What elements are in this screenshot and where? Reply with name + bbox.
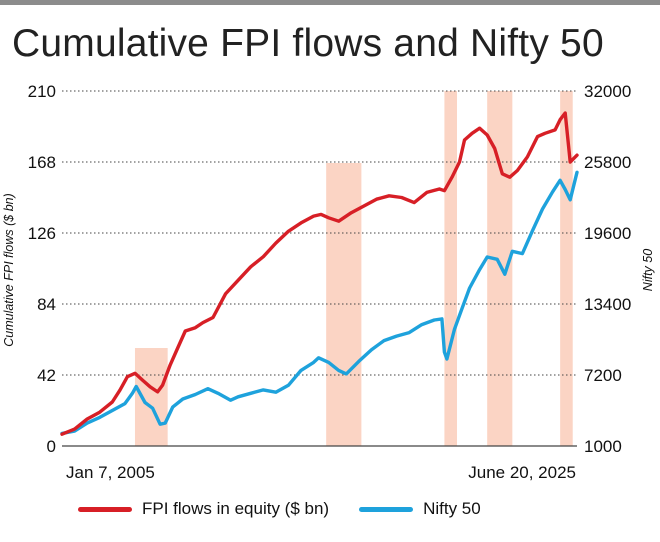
y-right-tick: 19600 — [584, 224, 631, 243]
y-left-tick: 168 — [28, 153, 56, 172]
legend-label-fpi: FPI flows in equity ($ bn) — [142, 499, 330, 518]
top-rule — [0, 0, 660, 5]
x-tick-end: June 20, 2025 — [468, 463, 576, 482]
series-line-fpi — [60, 111, 579, 436]
y-right-tick: 1000 — [584, 437, 622, 456]
series-line-nifty — [60, 170, 579, 436]
legend-label-nifty: Nifty 50 — [423, 499, 481, 518]
y-right-tick: 25800 — [584, 153, 631, 172]
x-tick-start: Jan 7, 2005 — [66, 463, 155, 482]
legend-swatch-nifty — [359, 506, 414, 512]
shaded-period-4 — [560, 91, 573, 446]
legend-item-nifty: Nifty 50 — [359, 499, 481, 519]
y-left-tick: 42 — [37, 366, 56, 385]
y-axis-left-label: Cumulative FPI flows ($ bn) — [2, 193, 16, 347]
y-axis-right-label: Nifty 50 — [641, 249, 655, 291]
chart-title: Cumulative FPI flows and Nifty 50 — [12, 22, 604, 65]
shaded-period-0 — [134, 348, 168, 446]
legend: FPI flows in equity ($ bn) Nifty 50 — [78, 499, 481, 519]
y-left-tick: 126 — [28, 224, 56, 243]
y-left-tick: 210 — [28, 82, 56, 101]
shaded-period-2 — [444, 91, 457, 446]
y-left-tick: 0 — [47, 437, 56, 456]
y-right-tick: 13400 — [584, 295, 631, 314]
y-right-tick: 32000 — [584, 82, 631, 101]
legend-swatch-fpi — [78, 506, 132, 512]
y-right-tick: 7200 — [584, 366, 622, 385]
legend-item-fpi: FPI flows in equity ($ bn) — [78, 499, 329, 519]
y-left-tick: 84 — [37, 295, 56, 314]
